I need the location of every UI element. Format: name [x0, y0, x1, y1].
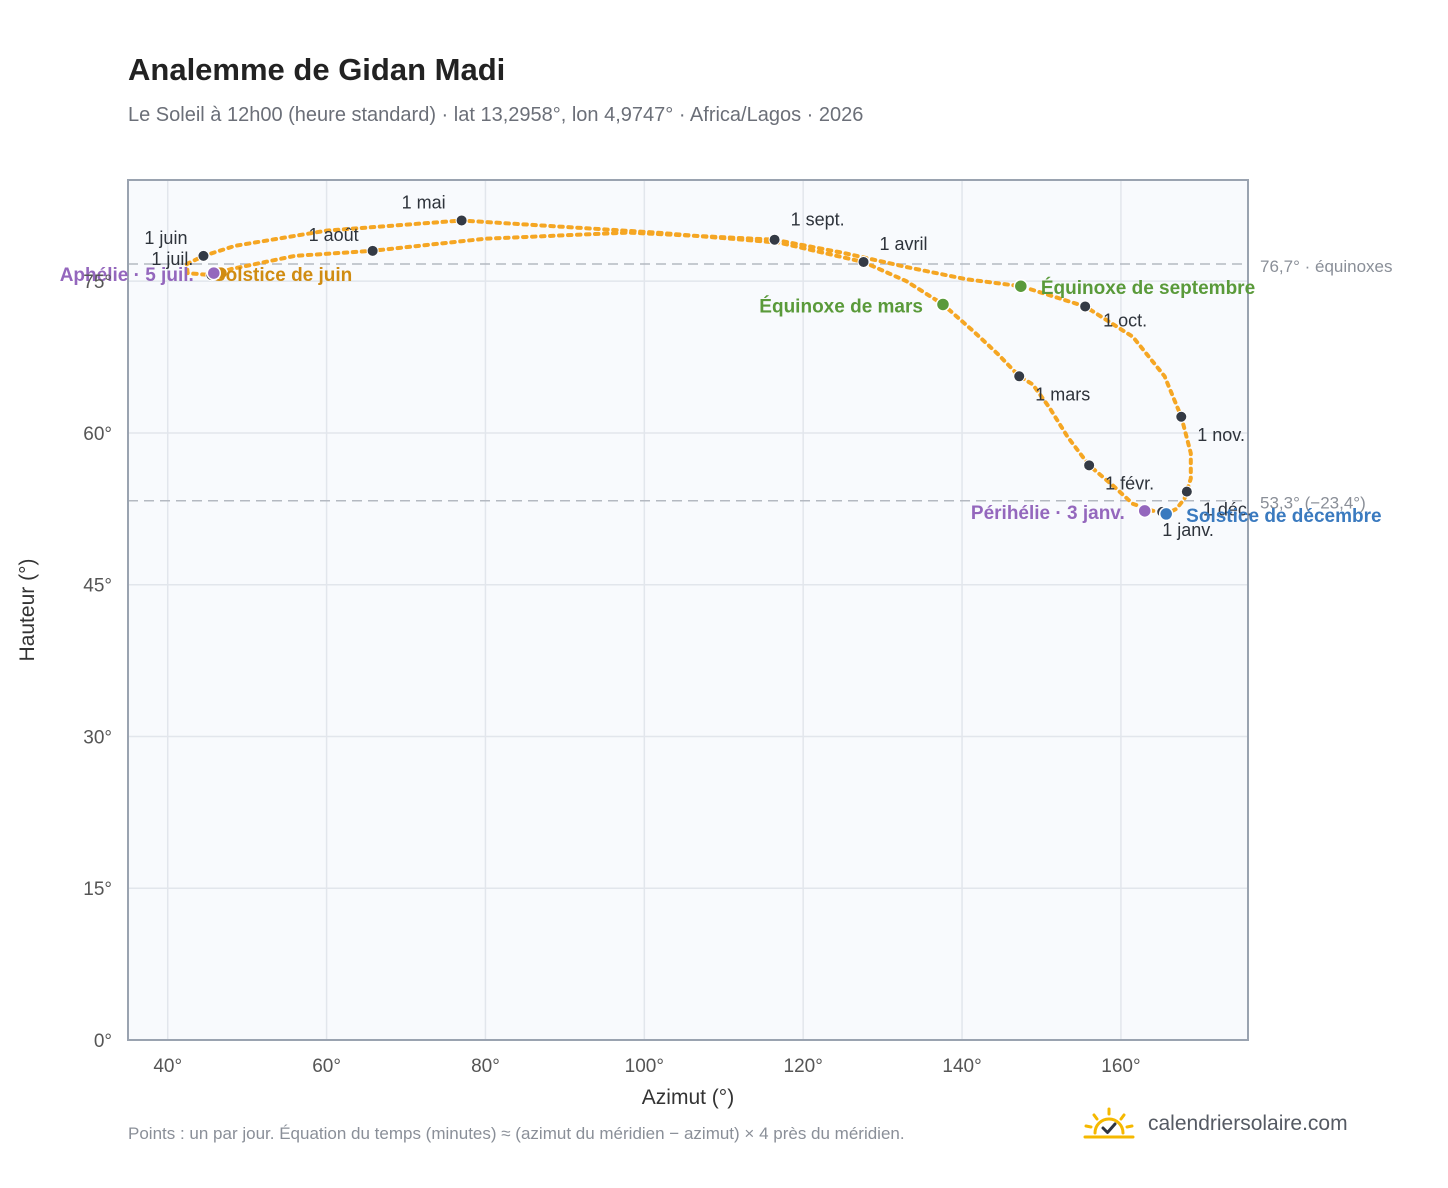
axis-ticks: 40° 60° 80° 100° 120° 140° 160° 0° 15° 30° 45° 60° 7… [83, 272, 1140, 1077]
plot-background [128, 180, 1248, 1040]
footnote: Points : un par jour. Équation du temps … [128, 1124, 905, 1143]
event-marker [1137, 503, 1152, 519]
brand-name[interactable]: calendriersolaire.com [1148, 1112, 1348, 1135]
month-marker-label: 1 janv. [1162, 520, 1214, 540]
month-marker [857, 255, 870, 268]
month-marker-label: 1 nov. [1197, 425, 1245, 445]
plot-frame [127, 179, 1249, 1041]
month-marker-label: 1 mai [402, 192, 446, 212]
analemma-daily-points [184, 218, 1193, 515]
event-marker [935, 297, 951, 312]
month-marker-label: 1 févr. [1105, 473, 1154, 493]
y-tick-label: 15° [83, 879, 112, 900]
month-marker [768, 233, 781, 246]
month-marker-label: 1 oct. [1103, 310, 1147, 330]
x-tick-label: 100° [625, 1056, 664, 1077]
event-marker [1013, 278, 1029, 294]
chart-title: Analemme de Gidan Madi [128, 52, 506, 87]
reference-line-label: 53,3° (−23,4°) [1260, 494, 1366, 513]
chart-subtitle: Le Soleil à 12h00 (heure standard) · lat… [128, 104, 864, 126]
x-tick-label: 80° [471, 1056, 500, 1077]
month-marker-label: 1 mars [1035, 384, 1090, 404]
x-tick-label: 160° [1101, 1056, 1140, 1077]
reference-line-label: 76,7° · équinoxes [1260, 257, 1393, 276]
event-marker [206, 265, 222, 281]
y-tick-label: 60° [83, 424, 112, 445]
month-marker [1079, 300, 1092, 313]
month-marker-label: 1 août [309, 225, 359, 245]
month-marker-label: 1 juil. [151, 249, 193, 269]
y-tick-label: 0° [94, 1031, 112, 1052]
reference-lines: 76,7° · équinoxes 53,3° (−23,4°) [128, 257, 1393, 513]
month-marker [455, 214, 468, 227]
event-label: Solstice de décembre [1186, 506, 1381, 527]
brand[interactable]: calendriersolaire.com [1082, 1104, 1348, 1144]
month-marker-label: 1 juin [144, 228, 187, 248]
month-marker [1083, 459, 1096, 472]
month-marker [1180, 485, 1193, 498]
event-label: Périhélie · 3 janv. [971, 503, 1125, 524]
month-marker-label: 1 avril [880, 234, 928, 254]
x-tick-label: 60° [312, 1056, 341, 1077]
y-tick-label: 45° [83, 576, 112, 597]
month-marker-label: 1 sept. [791, 210, 845, 230]
event-label: Solstice de juin [213, 265, 352, 286]
analemma-curve [184, 218, 1193, 515]
event-markers: Équinoxe de mars Équinoxe de septembre Sol… [60, 265, 1382, 527]
sun-check-icon [1083, 1107, 1135, 1139]
x-tick-label: 120° [784, 1056, 823, 1077]
y-tick-label: 75° [83, 272, 112, 293]
x-axis-label: Azimut (°) [642, 1086, 734, 1109]
month-marker-label: 1 déc. [1203, 500, 1252, 520]
x-tick-label: 40° [153, 1056, 182, 1077]
event-label: Équinoxe de septembre [1041, 277, 1255, 299]
month-marker [1175, 410, 1188, 423]
event-marker [1158, 506, 1174, 522]
month-marker [366, 244, 379, 257]
y-axis-label: Hauteur (°) [16, 559, 39, 662]
x-tick-label: 140° [942, 1056, 981, 1077]
month-marker [1013, 370, 1026, 383]
y-tick-label: 30° [83, 727, 112, 748]
event-label: Aphélie · 5 juil. [60, 265, 194, 286]
month-marker [197, 249, 210, 262]
event-label: Équinoxe de mars [759, 295, 923, 317]
